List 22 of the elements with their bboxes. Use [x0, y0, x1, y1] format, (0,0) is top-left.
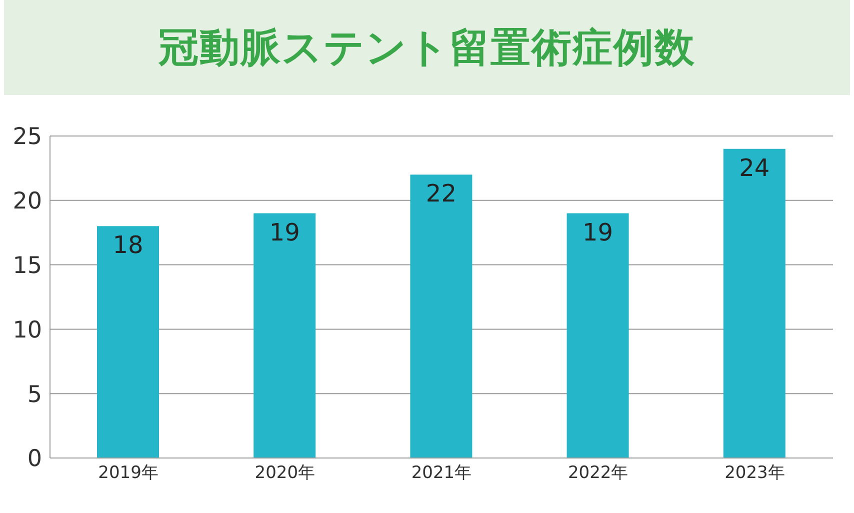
data-label: 24 [739, 154, 770, 182]
y-tick-label: 0 [27, 446, 42, 472]
chart-title: 冠動脈ステント留置術症例数 [158, 24, 696, 73]
x-tick-label: 2023年 [724, 463, 785, 484]
y-tick-label: 20 [12, 188, 42, 215]
y-tick-label: 15 [12, 252, 42, 279]
x-tick-label: 2020年 [254, 463, 316, 484]
bar [566, 213, 629, 458]
data-label: 22 [426, 180, 456, 208]
y-tick-label: 25 [12, 124, 42, 150]
x-tick-label: 2021年 [411, 463, 472, 484]
bar [723, 148, 786, 458]
x-tick-label: 2019年 [98, 463, 158, 484]
x-tick-label: 2022年 [568, 463, 628, 484]
data-label: 19 [582, 218, 614, 246]
y-tick-label: 10 [12, 317, 42, 344]
data-label: 19 [269, 218, 300, 246]
data-label: 18 [112, 231, 144, 260]
bar [410, 174, 472, 458]
y-tick-label: 5 [27, 382, 42, 408]
bar [254, 213, 316, 458]
bar [97, 226, 159, 458]
